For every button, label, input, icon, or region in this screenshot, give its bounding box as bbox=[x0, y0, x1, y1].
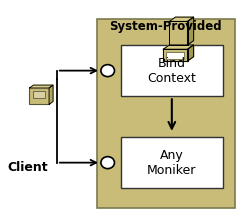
Polygon shape bbox=[30, 85, 53, 88]
Circle shape bbox=[101, 65, 114, 77]
Polygon shape bbox=[49, 85, 53, 104]
Polygon shape bbox=[163, 45, 194, 49]
Polygon shape bbox=[163, 49, 188, 61]
Bar bbox=[121, 137, 223, 188]
Polygon shape bbox=[188, 45, 194, 61]
Bar bbox=[33, 91, 45, 98]
Polygon shape bbox=[188, 17, 194, 45]
Text: System-Provided: System-Provided bbox=[109, 20, 222, 33]
Text: Any
Moniker: Any Moniker bbox=[147, 149, 197, 177]
Polygon shape bbox=[169, 17, 194, 21]
Text: Client: Client bbox=[8, 161, 48, 174]
Bar bbox=[97, 19, 235, 208]
Polygon shape bbox=[169, 21, 188, 45]
Bar bbox=[121, 45, 223, 96]
Bar bbox=[30, 88, 49, 104]
Bar bbox=[166, 52, 184, 59]
Text: Bind
Context: Bind Context bbox=[147, 57, 196, 85]
Circle shape bbox=[101, 157, 114, 169]
